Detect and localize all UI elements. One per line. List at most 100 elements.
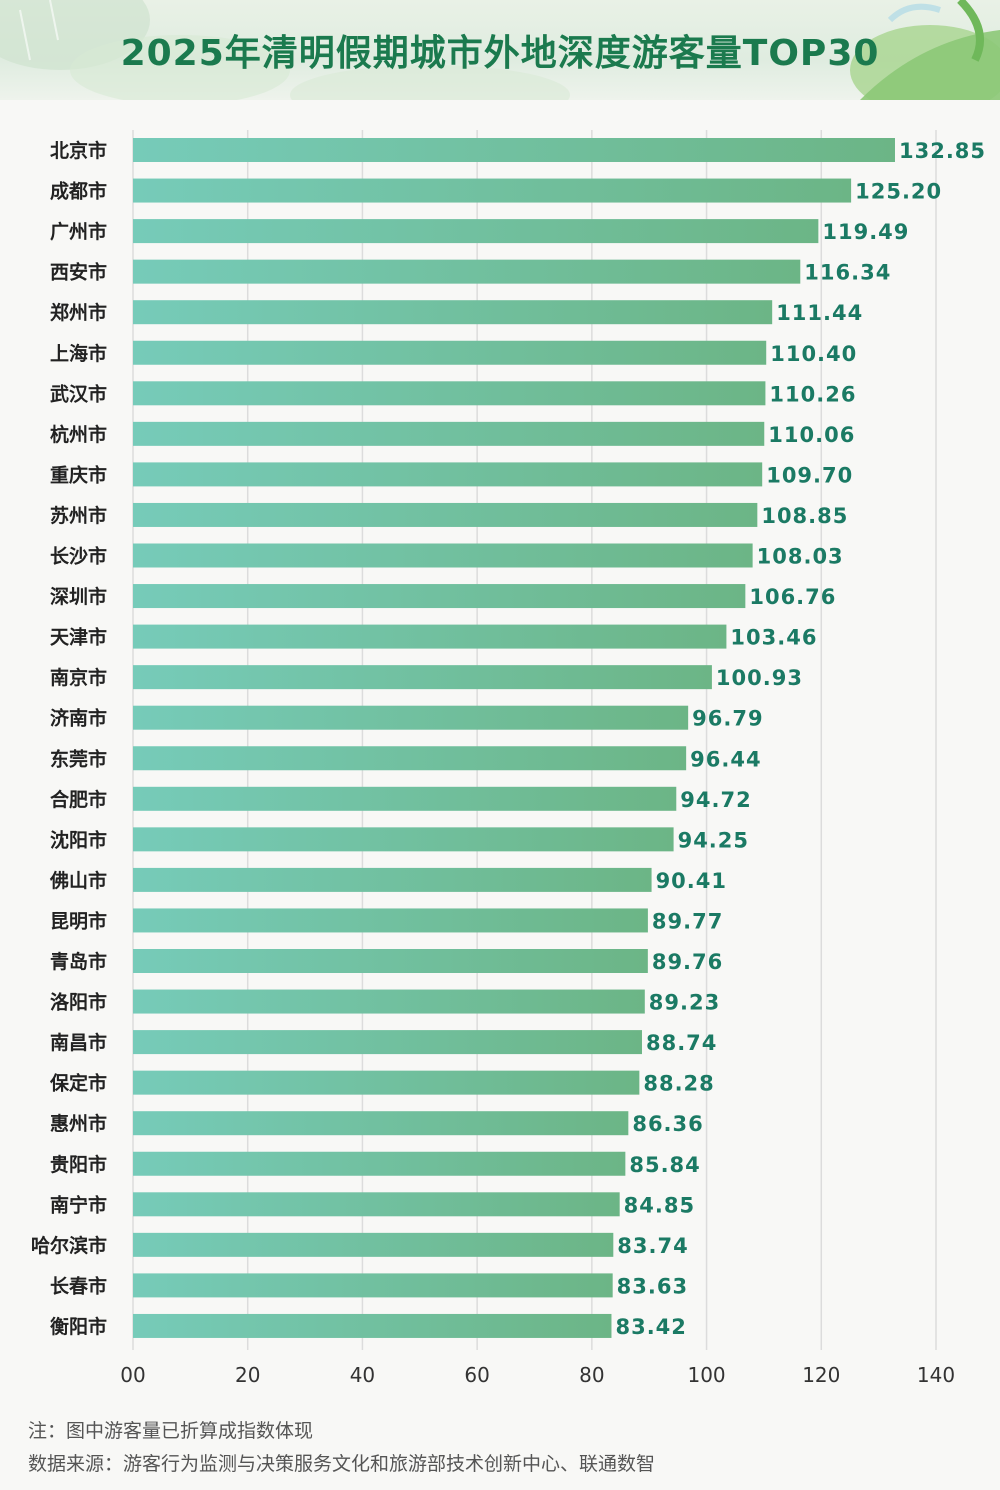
header-banner: 2025年清明假期城市外地深度游客量TOP30 xyxy=(0,0,1000,100)
data-source: 数据来源：游客行为监测与决策服务文化和旅游部技术创新中心、联通数智 xyxy=(28,1453,656,1475)
category-label-0: 北京市 xyxy=(50,139,107,162)
value-label-5: 110.40 xyxy=(770,342,857,366)
value-label-2: 119.49 xyxy=(822,220,909,244)
footnote: 注：图中游客量已折算成指数体现 xyxy=(28,1420,314,1442)
x-axis-ticks: 00 20 40 60 80 100 120 140 xyxy=(120,1363,955,1387)
bar-29 xyxy=(133,1313,612,1338)
category-label-19: 昆明市 xyxy=(50,909,107,932)
value-label-27: 83.74 xyxy=(617,1234,688,1258)
category-label-23: 保定市 xyxy=(49,1072,107,1095)
category-label-2: 广州市 xyxy=(50,220,107,243)
bar-12 xyxy=(133,624,727,649)
category-label-3: 西安市 xyxy=(50,261,107,284)
value-label-23: 88.28 xyxy=(643,1072,714,1096)
bar-chart: 北京市成都市广州市西安市郑州市上海市武汉市杭州市重庆市苏州市长沙市深圳市天津市南… xyxy=(31,130,986,1387)
category-label-16: 合肥市 xyxy=(50,788,107,811)
value-label-4: 111.44 xyxy=(776,301,863,325)
value-label-24: 86.36 xyxy=(632,1112,703,1136)
category-label-28: 长春市 xyxy=(50,1274,107,1297)
x-tick-label-2: 40 xyxy=(350,1363,375,1387)
value-label-12: 103.46 xyxy=(730,626,817,650)
category-label-14: 济南市 xyxy=(50,707,107,730)
value-label-3: 116.34 xyxy=(804,261,891,285)
bar-9 xyxy=(133,502,758,527)
chart-title: 2025年清明假期城市外地深度游客量TOP30 xyxy=(120,33,880,74)
category-label-22: 南昌市 xyxy=(50,1031,107,1054)
bar-5 xyxy=(133,340,767,365)
value-label-1: 125.20 xyxy=(855,180,942,204)
category-label-18: 佛山市 xyxy=(49,869,107,892)
value-label-8: 109.70 xyxy=(766,463,853,487)
x-tick-label-5: 100 xyxy=(687,1363,725,1387)
bar-26 xyxy=(133,1192,620,1217)
x-tick-label-6: 120 xyxy=(802,1363,840,1387)
value-label-0: 132.85 xyxy=(899,139,986,163)
x-tick-label-0: 00 xyxy=(120,1363,145,1387)
value-label-21: 89.23 xyxy=(649,991,720,1015)
bar-20 xyxy=(133,949,648,973)
value-label-22: 88.74 xyxy=(646,1031,717,1055)
value-label-26: 84.85 xyxy=(624,1193,695,1217)
bar-14 xyxy=(133,705,689,730)
value-label-18: 90.41 xyxy=(656,869,727,893)
value-label-28: 83.63 xyxy=(617,1274,688,1298)
bar-25 xyxy=(133,1151,626,1176)
bar-3 xyxy=(133,259,801,284)
category-label-9: 苏州市 xyxy=(50,504,107,527)
value-label-29: 83.42 xyxy=(615,1315,686,1339)
bar-17 xyxy=(133,827,674,852)
bar-8 xyxy=(133,462,763,487)
category-label-24: 惠州市 xyxy=(50,1112,107,1135)
category-label-26: 南宁市 xyxy=(50,1193,107,1216)
value-label-19: 89.77 xyxy=(652,909,723,933)
bar-11 xyxy=(133,584,746,609)
value-label-16: 94.72 xyxy=(680,788,751,812)
bar-1 xyxy=(133,178,852,203)
bar-13 xyxy=(133,665,712,690)
grid-lines xyxy=(132,130,937,1350)
value-label-14: 96.79 xyxy=(692,707,763,731)
bar-19 xyxy=(133,908,648,933)
leaf-decoration-icon xyxy=(0,0,1000,100)
category-label-8: 重庆市 xyxy=(50,463,107,486)
bar-18 xyxy=(133,867,652,892)
bar-28 xyxy=(133,1273,613,1298)
category-label-15: 东莞市 xyxy=(50,747,107,770)
bars xyxy=(133,138,895,1338)
category-label-27: 哈尔滨市 xyxy=(31,1234,107,1257)
bar-0 xyxy=(133,138,895,162)
value-label-6: 110.26 xyxy=(769,382,856,406)
category-label-11: 深圳市 xyxy=(50,585,107,608)
x-tick-label-4: 80 xyxy=(579,1363,604,1387)
value-label-10: 108.03 xyxy=(757,545,844,569)
value-label-11: 106.76 xyxy=(749,585,836,609)
value-label-7: 110.06 xyxy=(768,423,855,447)
category-label-1: 成都市 xyxy=(50,180,107,203)
bar-2 xyxy=(133,219,819,244)
value-labels: 132.85 125.20 119.49 116.34 111.44 110.40 110.… xyxy=(615,139,986,1339)
bar-7 xyxy=(133,421,765,446)
bar-24 xyxy=(133,1111,629,1136)
value-label-13: 100.93 xyxy=(716,666,803,690)
bar-15 xyxy=(133,746,687,771)
category-label-21: 洛阳市 xyxy=(50,991,107,1014)
category-label-13: 南京市 xyxy=(50,666,107,689)
category-label-17: 沈阳市 xyxy=(50,828,107,851)
x-tick-label-7: 140 xyxy=(917,1363,955,1387)
category-label-7: 杭州市 xyxy=(50,423,107,446)
category-labels: 北京市成都市广州市西安市郑州市上海市武汉市杭州市重庆市苏州市长沙市深圳市天津市南… xyxy=(31,139,107,1338)
bar-21 xyxy=(133,989,645,1014)
bar-23 xyxy=(133,1070,640,1095)
bar-22 xyxy=(133,1030,642,1055)
value-label-25: 85.84 xyxy=(629,1153,700,1177)
x-tick-label-3: 60 xyxy=(464,1363,489,1387)
bar-10 xyxy=(133,543,753,568)
bar-16 xyxy=(133,786,677,811)
category-label-25: 贵阳市 xyxy=(50,1153,107,1176)
value-label-15: 96.44 xyxy=(690,747,761,771)
category-label-6: 武汉市 xyxy=(50,382,107,405)
bar-6 xyxy=(133,381,766,406)
bar-4 xyxy=(133,300,773,325)
category-label-29: 衡阳市 xyxy=(50,1315,107,1338)
bar-27 xyxy=(133,1232,614,1257)
